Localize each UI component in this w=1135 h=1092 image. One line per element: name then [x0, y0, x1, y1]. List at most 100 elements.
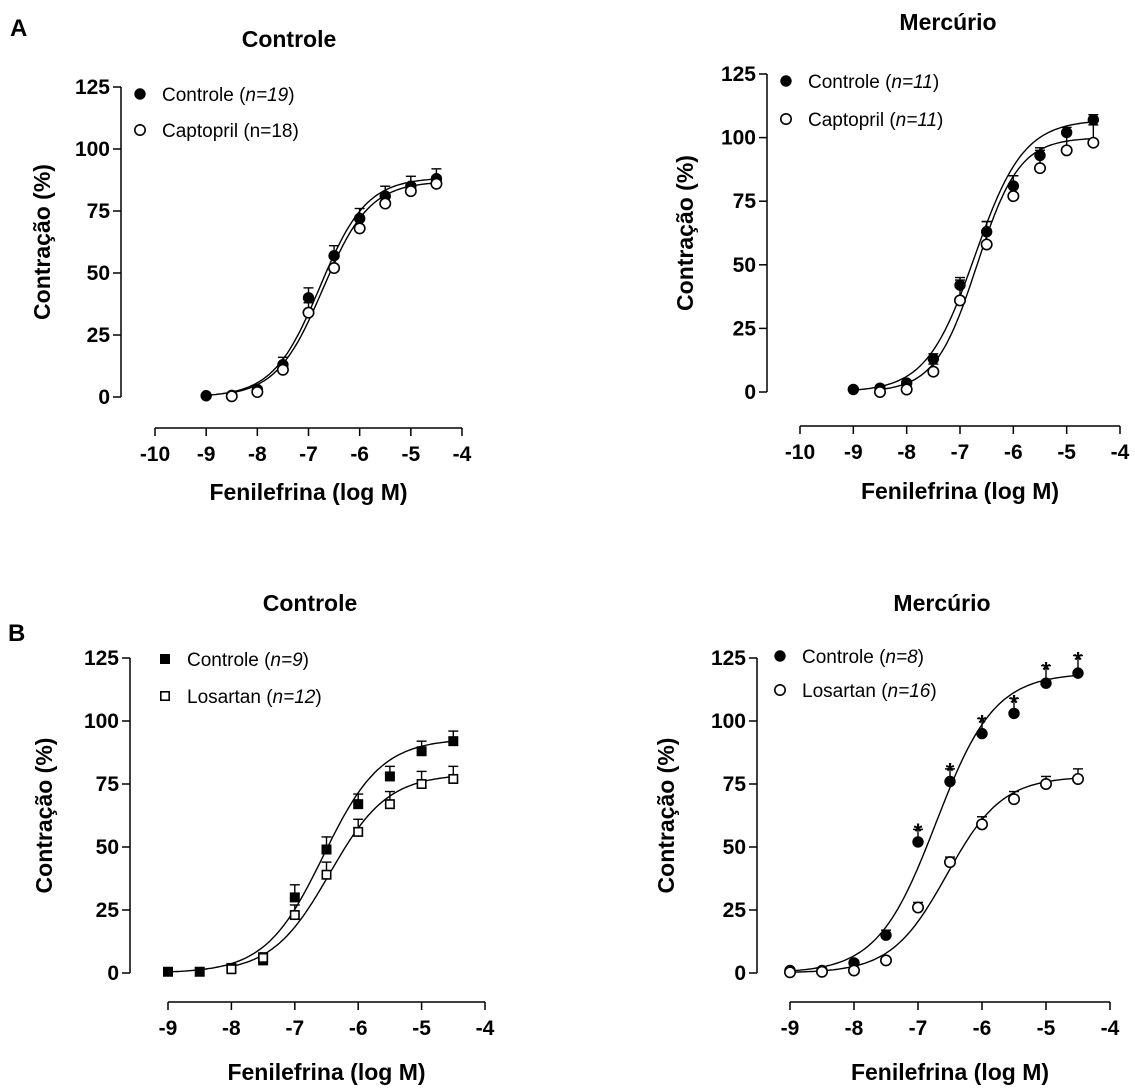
- y-axis-label: Contração (%): [31, 738, 57, 894]
- x-tick-label: -5: [401, 443, 420, 466]
- panel-label: A: [10, 15, 27, 42]
- x-tick-label: -9: [159, 1017, 178, 1040]
- data-point: [404, 185, 417, 198]
- series-2: [783, 768, 1085, 979]
- data-point: [353, 826, 364, 837]
- legend-label: Controle (n=8): [802, 647, 924, 668]
- y-tick-label: 25: [96, 899, 120, 922]
- chart-panel-1: A Controle 0 25 50 75 100 125 -10 -9 -8 -7 -6 -5 -4 Con…: [10, 15, 472, 505]
- x-tick-label: -7: [909, 1017, 928, 1040]
- data-point: [847, 383, 860, 396]
- data-point: [353, 799, 364, 810]
- legend-marker: [134, 88, 146, 100]
- y-tick-label: 25: [87, 324, 111, 347]
- data-point: [1072, 667, 1084, 679]
- x-tick-label: -6: [350, 443, 369, 466]
- x-tick-label: -8: [222, 1017, 241, 1040]
- data-point: [873, 385, 886, 398]
- x-axis-label: Fenilefrina (log M): [209, 479, 407, 505]
- x-tick-label: -4: [476, 1017, 495, 1040]
- data-point: [384, 799, 395, 810]
- x-tick-label: -5: [1057, 441, 1076, 464]
- data-point: [944, 775, 956, 788]
- fit-curve: [167, 740, 454, 973]
- legend-label: Controle (n=19): [162, 85, 295, 106]
- y-axis-label: Contração (%): [29, 164, 55, 320]
- data-point: [321, 844, 332, 855]
- data-point: [880, 929, 892, 941]
- data-point: [975, 818, 988, 831]
- data-point: [416, 778, 427, 789]
- y-tick-label: 50: [733, 254, 756, 277]
- data-point: [847, 964, 860, 977]
- data-point: [416, 746, 427, 757]
- data-point: [1008, 707, 1020, 720]
- data-point: [430, 177, 443, 190]
- data-point: [225, 390, 238, 403]
- y-axis-label: Contração (%): [653, 738, 679, 894]
- x-tick-label: -6: [349, 1017, 368, 1040]
- data-point: [448, 736, 459, 747]
- data-point: [448, 773, 459, 784]
- x-tick-label: -7: [285, 1017, 304, 1040]
- significance-asterisk: *: [914, 819, 923, 844]
- data-point: [194, 966, 205, 977]
- data-point: [953, 294, 966, 307]
- legend-label: Captopril (n=18): [162, 121, 299, 142]
- y-tick-label: 100: [84, 710, 119, 733]
- significance-asterisk: *: [1010, 690, 1019, 715]
- series-1: [784, 654, 1084, 977]
- data-point: [328, 262, 341, 275]
- data-point: [163, 966, 173, 977]
- legend-marker: [779, 113, 792, 126]
- x-tick-label: -5: [412, 1017, 431, 1040]
- data-point: [321, 869, 332, 880]
- y-tick-label: 50: [87, 262, 110, 285]
- x-tick-label: -10: [785, 441, 815, 464]
- panel-label: B: [8, 620, 25, 647]
- x-tick-label: -5: [1037, 1017, 1056, 1040]
- data-point: [353, 222, 366, 235]
- y-tick-label: 125: [721, 63, 756, 86]
- legend-marker: [134, 124, 147, 137]
- x-tick-label: -10: [140, 443, 170, 466]
- data-point: [912, 836, 924, 848]
- chart-panel-3: B Controle 0 25 50 75 100 125 -9 -8 -7 -6 -5 -4 Contra…: [8, 590, 495, 1085]
- x-tick-label: -7: [951, 441, 970, 464]
- legend-marker: [780, 75, 792, 87]
- data-point: [289, 910, 300, 921]
- data-point: [1087, 136, 1100, 149]
- data-point: [911, 901, 924, 914]
- fit-curve: [206, 178, 437, 396]
- data-point: [200, 390, 212, 402]
- y-tick-label: 75: [87, 200, 111, 223]
- x-axis-label: Fenilefrina (log M): [861, 478, 1059, 504]
- x-axis-label: Fenilefrina (log M): [227, 1059, 425, 1085]
- x-tick-label: -8: [845, 1017, 864, 1040]
- fit-curve: [853, 121, 1094, 391]
- x-tick-label: -9: [781, 1017, 800, 1040]
- data-point: [1060, 144, 1073, 157]
- x-tick-label: -6: [973, 1017, 992, 1040]
- significance-asterisk: *: [946, 758, 955, 783]
- data-point: [302, 306, 315, 319]
- legend-label: Losartan (n=12): [187, 687, 322, 708]
- data-point: [276, 363, 289, 376]
- series-2: [873, 124, 1100, 398]
- legend-marker: [160, 690, 171, 701]
- data-point: [943, 856, 956, 869]
- significance-asterisk: *: [978, 710, 987, 735]
- y-tick-label: 25: [723, 899, 747, 922]
- y-tick-label: 50: [723, 836, 746, 859]
- y-tick-label: 100: [721, 127, 756, 150]
- chart-title: Controle: [263, 590, 358, 616]
- legend-marker: [160, 654, 170, 664]
- data-point: [289, 892, 300, 903]
- y-tick-label: 125: [84, 647, 119, 670]
- data-point: [900, 383, 913, 396]
- data-point: [226, 964, 237, 975]
- data-point: [976, 727, 988, 740]
- data-point: [379, 197, 392, 210]
- significance-asterisk: *: [1042, 658, 1051, 683]
